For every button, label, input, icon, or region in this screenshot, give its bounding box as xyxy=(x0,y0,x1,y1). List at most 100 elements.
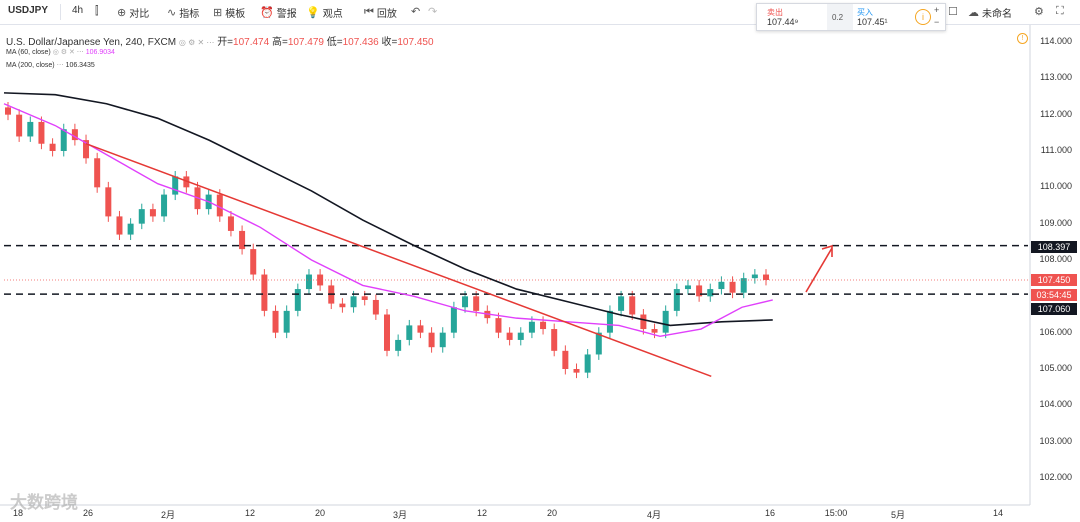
time-tick-label: 14 xyxy=(992,508,1004,518)
ma200-controls[interactable]: ⋯ xyxy=(56,62,64,69)
warning-icon[interactable]: ! xyxy=(1017,33,1028,44)
candle-body xyxy=(94,158,101,188)
candle-body xyxy=(718,281,725,290)
open-label: 开= xyxy=(217,37,234,48)
lines-layer xyxy=(3,92,1028,377)
candle-body xyxy=(751,274,758,279)
undo-icon: ↶ xyxy=(411,6,421,18)
candle-body xyxy=(506,332,513,340)
candle-body xyxy=(49,143,56,151)
fullscreen-button[interactable]: ⛶ xyxy=(1056,5,1064,18)
ma60-controls[interactable]: ◎ ⚙ ✕ ⋯ xyxy=(52,49,84,56)
sell-label: 卖出 xyxy=(767,8,783,17)
candle-body xyxy=(339,303,346,308)
candle-body xyxy=(350,296,357,308)
candle-body xyxy=(595,332,602,355)
templates-button[interactable]: ⊞ 模板 xyxy=(213,5,245,20)
ideas-button[interactable]: 💡 观点 xyxy=(306,5,343,20)
zoom-out-icon[interactable]: − xyxy=(934,17,940,27)
compare-icon: ⊕ xyxy=(117,7,127,19)
close-label: 收= xyxy=(381,37,398,48)
alert-button[interactable]: ⏰ 警报 xyxy=(260,5,297,20)
layout-toggle-button[interactable]: ☐ xyxy=(948,5,958,18)
candle-body xyxy=(528,321,535,333)
candle-body xyxy=(406,325,413,340)
layout-menu-button[interactable]: ☁ 未命名 xyxy=(968,5,1012,20)
sell-price: 107.44⁹ xyxy=(767,17,799,27)
undo-button[interactable]: ↶ xyxy=(411,5,420,18)
buy-button[interactable]: 买入 107.45¹ xyxy=(853,4,913,30)
open-value: 107.474 xyxy=(233,37,270,48)
sell-button[interactable]: 卖出 107.44⁹ xyxy=(757,4,827,30)
candle-body xyxy=(216,194,223,217)
candle-body xyxy=(484,310,491,319)
candle-body xyxy=(161,194,168,217)
ma200-label: MA (200, close) xyxy=(6,62,55,69)
candle-body xyxy=(127,223,134,235)
high-label: 高= xyxy=(271,37,288,48)
price-tick-label: 106.000 xyxy=(1039,326,1072,337)
symbol-search-button[interactable]: USDJPY xyxy=(8,5,48,16)
ma60-label: MA (60, close) xyxy=(6,49,51,56)
candle-body xyxy=(172,176,179,195)
candle-body xyxy=(16,114,23,137)
candle-body xyxy=(428,332,435,348)
redo-icon: ↷ xyxy=(428,6,438,18)
candle-body xyxy=(651,329,658,333)
info-icon[interactable]: i xyxy=(915,9,931,25)
replay-icon: ⏮ xyxy=(364,6,374,18)
candle-body xyxy=(696,285,703,297)
time-tick-label: 18 xyxy=(12,508,24,518)
candle-body xyxy=(540,321,547,330)
candle-body xyxy=(473,296,480,311)
price-tick-label: 112.000 xyxy=(1040,108,1072,119)
interval-button[interactable]: 4h xyxy=(72,5,83,16)
toolbar-divider xyxy=(60,4,61,20)
time-tick-label: 26 xyxy=(82,508,94,518)
redo-button[interactable]: ↷ xyxy=(428,5,437,18)
candle-body xyxy=(183,176,190,188)
trendline xyxy=(85,143,712,377)
ma200-line xyxy=(3,92,773,327)
time-tick-label: 12 xyxy=(244,508,256,518)
candle-body xyxy=(450,307,457,333)
trade-widget: 卖出 107.44⁹ 0.2 买入 107.45¹ i + − xyxy=(756,3,946,31)
resistance-price-tag: 108.397 xyxy=(1031,241,1077,253)
series-title: U.S. Dollar/Japanese Yen, 240, FXCM xyxy=(6,37,177,48)
candle-body xyxy=(763,274,769,280)
candle-body xyxy=(317,274,324,286)
indicators-button[interactable]: ∿ 指标 xyxy=(167,5,199,20)
support-price-tag: 107.060 xyxy=(1031,303,1077,315)
candle-body xyxy=(384,314,390,351)
candle-body xyxy=(261,274,268,311)
time-tick-label: 16 xyxy=(764,508,776,518)
candle-body xyxy=(105,187,112,217)
candle-body xyxy=(517,332,524,340)
candle-body xyxy=(618,296,625,311)
zoom-in-icon[interactable]: + xyxy=(934,5,940,15)
price-tick-label: 110.000 xyxy=(1040,181,1072,192)
candle-body xyxy=(707,289,714,297)
candle-body xyxy=(149,209,156,217)
candle-body xyxy=(116,216,123,235)
ma200-legend: MA (200, close) ⋯ 106.3435 xyxy=(6,61,95,69)
candle-body xyxy=(584,354,591,373)
symbol-label: USDJPY xyxy=(8,5,49,16)
candle-body xyxy=(439,332,446,348)
low-label: 低= xyxy=(326,37,343,48)
candle-body xyxy=(729,281,736,293)
arrow-shaft xyxy=(805,247,833,293)
chart-type-button[interactable]: ⫿ xyxy=(95,5,99,18)
legend-controls[interactable]: ◎ ⚙ ✕ ⋯ xyxy=(178,38,215,47)
templates-icon: ⊞ xyxy=(213,7,223,19)
candle-body xyxy=(573,369,580,373)
replay-button[interactable]: ⏮ 回放 xyxy=(364,5,397,20)
settings-button[interactable]: ⚙ xyxy=(1034,5,1044,18)
templates-label: 模板 xyxy=(225,9,246,20)
compare-button[interactable]: ⊕ 对比 xyxy=(117,5,149,20)
candle-body xyxy=(305,274,312,290)
indicators-icon: ∿ xyxy=(167,7,177,19)
lightbulb-icon: 💡 xyxy=(306,7,320,19)
fullscreen-icon: ⛶ xyxy=(1056,5,1064,17)
price-tick-label: 103.000 xyxy=(1039,435,1072,446)
